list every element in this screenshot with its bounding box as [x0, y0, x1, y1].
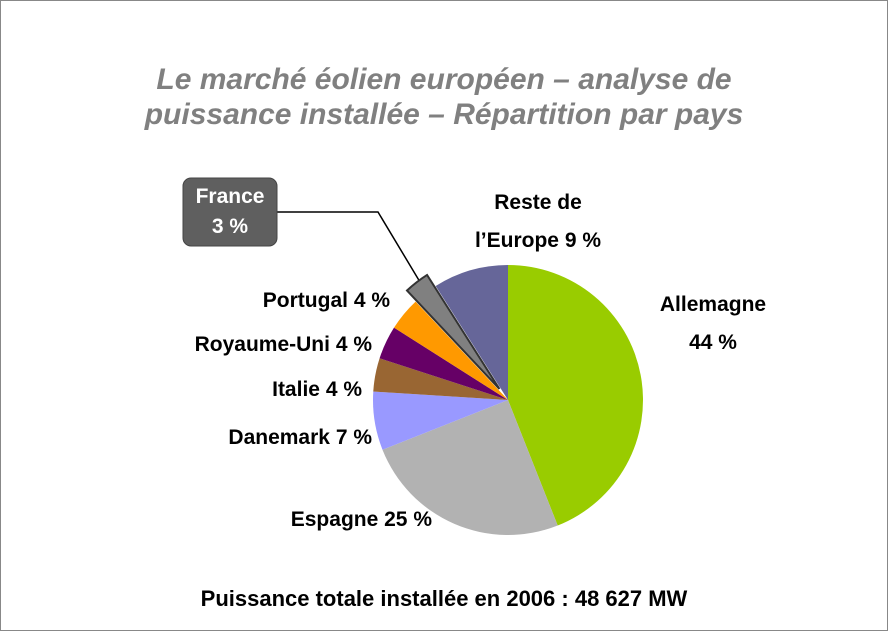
- data-label: Royaume-Uni 4 %: [80, 326, 372, 364]
- category-name: France: [195, 185, 265, 208]
- category-name: Portugal: [262, 289, 348, 312]
- data-label: Allemagne 44 %: [623, 286, 803, 362]
- data-label: Danemark 7 %: [120, 419, 372, 457]
- category-name: Italie: [272, 378, 320, 401]
- category-name: Espagne: [290, 508, 379, 531]
- footer: Puissance totale installée en 2006 : 48 …: [200, 586, 688, 611]
- value-label: 7 %: [335, 426, 372, 449]
- value-label: 4 %: [353, 289, 390, 312]
- chart-title: Le marché éolien européen – analyse de: [156, 63, 732, 96]
- chart-title: puissance installée – Répartition par pa…: [144, 98, 744, 131]
- pie-slice: [405, 273, 501, 390]
- data-label: Espagne 25 %: [200, 501, 432, 539]
- category-name: Danemark: [228, 426, 330, 449]
- category-name: Royaume-Uni: [194, 333, 330, 356]
- pie-slice: [435, 265, 508, 400]
- value-label: 25 %: [384, 508, 432, 531]
- data-label: Portugal 4 %: [120, 282, 390, 320]
- callout-box: [182, 177, 278, 247]
- pie-slice: [372, 391, 508, 450]
- value-label: 4 %: [325, 378, 362, 401]
- value-label: 44 %: [689, 331, 737, 354]
- data-label: Italie 4 %: [120, 371, 362, 409]
- data-label: Reste de l’Europe 9 %: [458, 184, 618, 260]
- value-label: 9 %: [564, 229, 602, 252]
- category-name: Allemagne: [659, 293, 767, 316]
- pie-slice: [394, 301, 508, 400]
- pie-slice: [379, 327, 508, 400]
- category-name: Reste de l’Europe: [474, 191, 582, 252]
- pie-slice: [382, 400, 558, 536]
- data-label: France 3 %: [183, 182, 277, 242]
- leader-line: [277, 211, 421, 283]
- value-label: 4 %: [335, 333, 372, 356]
- value-label: 3 %: [211, 215, 249, 238]
- pie-slice: [508, 265, 644, 526]
- pie-slice: [373, 358, 508, 400]
